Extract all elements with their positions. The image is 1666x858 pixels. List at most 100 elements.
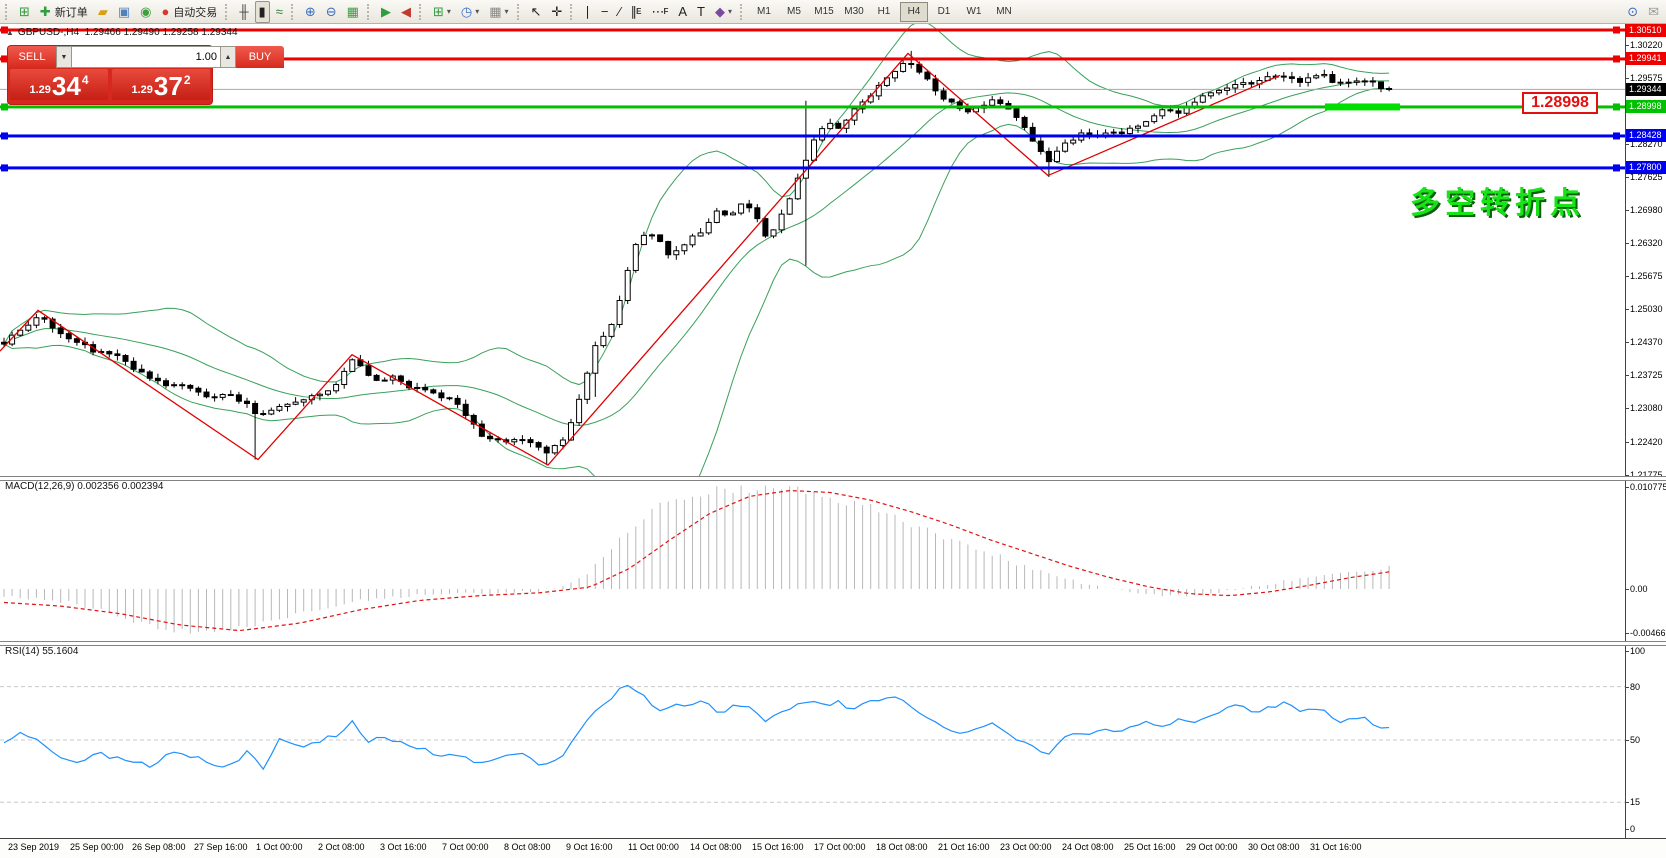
toolbar: ⊞ ✚ 新订单 ▰ ▣ ◉ ● 自动交易 ╫ ▮ ≈ ⊕ ⊖ ▦ ▶ ◀ ⊞ ▾ ◷ ▾ ▦ ▾ ↖ ✛ ∣ − ∕ ∥ E ⋯ F A T ◆ ▾… [0, 0, 1666, 24]
toolbar-cursor-button[interactable]: ↖ [527, 1, 546, 23]
time-label: 8 Oct 08:00 [504, 842, 551, 852]
buy-price-button[interactable]: 1.29 37 2 [112, 69, 210, 100]
new-chart-icon: ⊞ [19, 4, 30, 19]
candle-body [1126, 127, 1133, 135]
candle-body [624, 269, 631, 302]
candle-body [1329, 74, 1336, 83]
candle-body [900, 63, 907, 72]
candle-body [778, 213, 785, 231]
price-tick-1.27625: 1.27625 [1630, 171, 1663, 182]
toolbar-trendline-button[interactable]: ∕ [614, 1, 624, 23]
time-label: 15 Oct 16:00 [752, 842, 804, 852]
price-axis[interactable]: 1.30220 1.29575 1.28270 1.27625 1.26980 1.263… [1625, 23, 1666, 838]
time-label: 17 Oct 00:00 [814, 842, 866, 852]
toolbar-templates-button[interactable]: ▦ ▾ [485, 1, 512, 23]
toolbar-symbol-search-button[interactable]: ⊙ [1623, 1, 1642, 23]
candle-body [1321, 74, 1328, 77]
candle-body [203, 391, 210, 398]
macd-pane[interactable] [0, 479, 1625, 641]
candle-body [568, 422, 574, 441]
toolbar-chat-button[interactable]: ✉ [1644, 1, 1663, 23]
candle-body [470, 414, 477, 425]
toolbar-line-chart-button[interactable]: ≈ [272, 1, 287, 23]
sell-button[interactable]: SELL [8, 46, 56, 68]
candle-body [665, 240, 672, 256]
vertical-line-icon: ∣ [584, 4, 591, 19]
rsi-pane[interactable] [0, 644, 1625, 836]
candle-body [495, 438, 502, 441]
toolbar-horizontal-line-button[interactable]: − [597, 1, 613, 23]
timeframe-w1-button[interactable]: W1 [966, 6, 982, 17]
toolbar-signal-button[interactable]: ◉ [136, 1, 155, 23]
candle-body [608, 323, 615, 337]
toolbar-bar-chart-button[interactable]: ╫ [235, 1, 252, 23]
timeframe-d1-button[interactable]: D1 [937, 6, 951, 17]
candle-body [713, 210, 720, 223]
horizontal-line-1.28998 [0, 105, 1625, 109]
timeframe-h1-button[interactable]: H1 [877, 6, 891, 17]
timeframe-m30-button[interactable]: M30 [844, 6, 864, 17]
timeframe-m1-button[interactable]: M1 [757, 6, 771, 17]
toolbar-zoom-in-button[interactable]: ⊕ [301, 1, 320, 23]
macd-tick-0.00-mark [1625, 589, 1629, 590]
toolbar-tile-windows-button[interactable]: ▦ [343, 1, 363, 23]
macd-rsi-separator[interactable] [0, 641, 1666, 646]
toolbar-crosshair-button[interactable]: ✛ [547, 1, 566, 23]
toolbar-profile-button[interactable]: ▣ [114, 1, 134, 23]
time-axis[interactable]: 23 Sep 2019 25 Sep 00:00 26 Sep 08:00 27 Se… [0, 838, 1666, 858]
toolbar-gold-bar-button[interactable]: ▰ [94, 1, 112, 23]
toolbar-arrows-button[interactable]: ◆ ▾ [711, 1, 736, 23]
toolbar-chart-shift-button[interactable]: ◀ [397, 1, 415, 23]
toolbar-new-order-button[interactable]: ✚ 新订单 [36, 1, 92, 23]
toolbar-zoom-out-button[interactable]: ⊖ [322, 1, 341, 23]
toolbar-indicators-button[interactable]: ⊞ ▾ [429, 1, 455, 23]
price-tick-1.21775: 1.21775 [1630, 469, 1663, 480]
buy-button[interactable]: BUY [236, 46, 284, 68]
buy-price-pipette: 2 [183, 73, 191, 87]
price-callout-label[interactable]: 1.28998 [1522, 92, 1598, 114]
candle-body [341, 370, 348, 386]
candle-body [1216, 89, 1222, 94]
toolbar-new-chart-button[interactable]: ⊞ [15, 1, 34, 23]
toolbar-candlestick-chart-button[interactable]: ▮ [254, 0, 270, 23]
sell-price-button[interactable]: 1.29 34 4 [10, 69, 108, 100]
volume-increase-button[interactable]: ▲ [220, 46, 236, 68]
candle-body [956, 101, 963, 110]
bollinger-lower-band [3, 87, 1390, 476]
candle-body [819, 128, 826, 141]
volume-decrease-button[interactable]: ▼ [56, 46, 72, 68]
candle-body [576, 398, 583, 424]
main-chart-pane[interactable] [0, 24, 1625, 476]
main-macd-separator[interactable] [0, 476, 1666, 481]
candle-body [73, 338, 80, 343]
macd-signal-line [3, 489, 1390, 632]
timeframe-m15-button[interactable]: M15 [814, 6, 834, 17]
toolbar-text-label-button[interactable]: T [693, 1, 709, 23]
price-tick-1.24370-mark [1625, 342, 1629, 344]
candle-body [1, 341, 7, 345]
timeframe-m5-button[interactable]: M5 [787, 6, 801, 17]
line-handle-right [1613, 103, 1620, 111]
timeframe-mn-button[interactable]: MN [996, 6, 1012, 17]
candle-body [592, 345, 599, 374]
candle-body [1118, 131, 1125, 135]
toolbar-fibonacci-button[interactable]: ⋯ F [647, 1, 672, 23]
candle-body [932, 78, 939, 92]
candle-body [794, 177, 801, 200]
toolbar-text-button[interactable]: A [674, 1, 691, 23]
time-label: 23 Sep 2019 [8, 842, 60, 852]
toolbar-periods-button[interactable]: ◷ ▾ [457, 1, 483, 23]
collapse-triangle-icon[interactable]: ▲ [6, 28, 14, 37]
candle-body [462, 403, 469, 416]
volume-input[interactable] [72, 46, 220, 68]
toolbar-autotrade-button[interactable]: ● 自动交易 [157, 1, 221, 23]
price-tick-1.26980-mark [1625, 209, 1629, 211]
timeframe-h4-button[interactable]: H4 [899, 1, 928, 22]
toolbar-auto-scroll-button[interactable]: ▶ [377, 1, 395, 23]
time-label: 11 Oct 00:00 [628, 842, 679, 852]
toolbar-equidistant-channel-button[interactable]: ∥ E [627, 1, 646, 23]
candle-body [730, 212, 736, 216]
rsi-tick-0: 0 [1630, 824, 1636, 834]
toolbar-vertical-line-button[interactable]: ∣ [580, 1, 595, 23]
